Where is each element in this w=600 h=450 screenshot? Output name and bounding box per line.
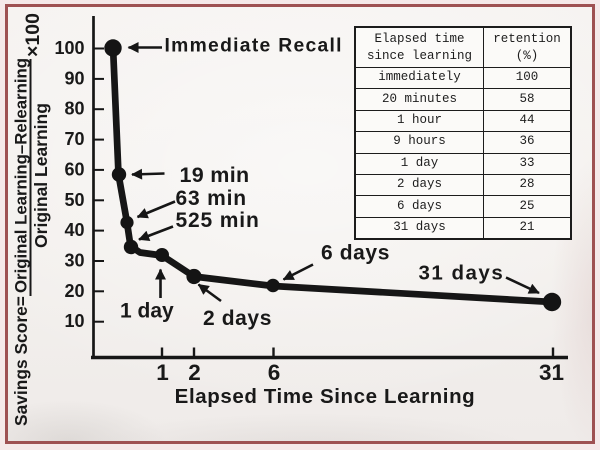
svg-text:40: 40 (64, 220, 84, 240)
svg-text:2: 2 (188, 360, 201, 385)
svg-text:63 min: 63 min (176, 187, 247, 210)
svg-text:60: 60 (64, 159, 84, 179)
svg-text:80: 80 (64, 99, 84, 119)
svg-text:Original Learning: Original Learning (31, 103, 51, 248)
svg-text:19 min: 19 min (180, 163, 250, 187)
svg-text:31 days: 31 days (419, 262, 505, 285)
svg-text:1 day: 1 day (120, 300, 174, 323)
svg-text:1: 1 (156, 360, 169, 385)
svg-text:30: 30 (64, 251, 84, 271)
svg-text:Savings Score=: Savings Score= (11, 296, 31, 426)
svg-text:90: 90 (64, 68, 84, 88)
svg-text:20: 20 (64, 281, 84, 301)
svg-text:Immediate Recall: Immediate Recall (165, 35, 343, 56)
svg-text:2 days: 2 days (203, 307, 272, 330)
svg-text:6: 6 (268, 360, 281, 385)
svg-text:Elapsed Time Since Learning: Elapsed Time Since Learning (175, 385, 476, 408)
svg-text:10: 10 (64, 311, 84, 331)
svg-text:50: 50 (64, 190, 84, 210)
svg-text:6 days: 6 days (321, 242, 390, 265)
svg-text:525 min: 525 min (176, 209, 260, 232)
svg-text:Original Learning–Relearning: Original Learning–Relearning (12, 58, 31, 293)
svg-text:70: 70 (64, 129, 84, 149)
svg-text:100: 100 (54, 38, 84, 58)
svg-text:31: 31 (539, 360, 564, 385)
svg-text:×100: ×100 (22, 13, 44, 57)
